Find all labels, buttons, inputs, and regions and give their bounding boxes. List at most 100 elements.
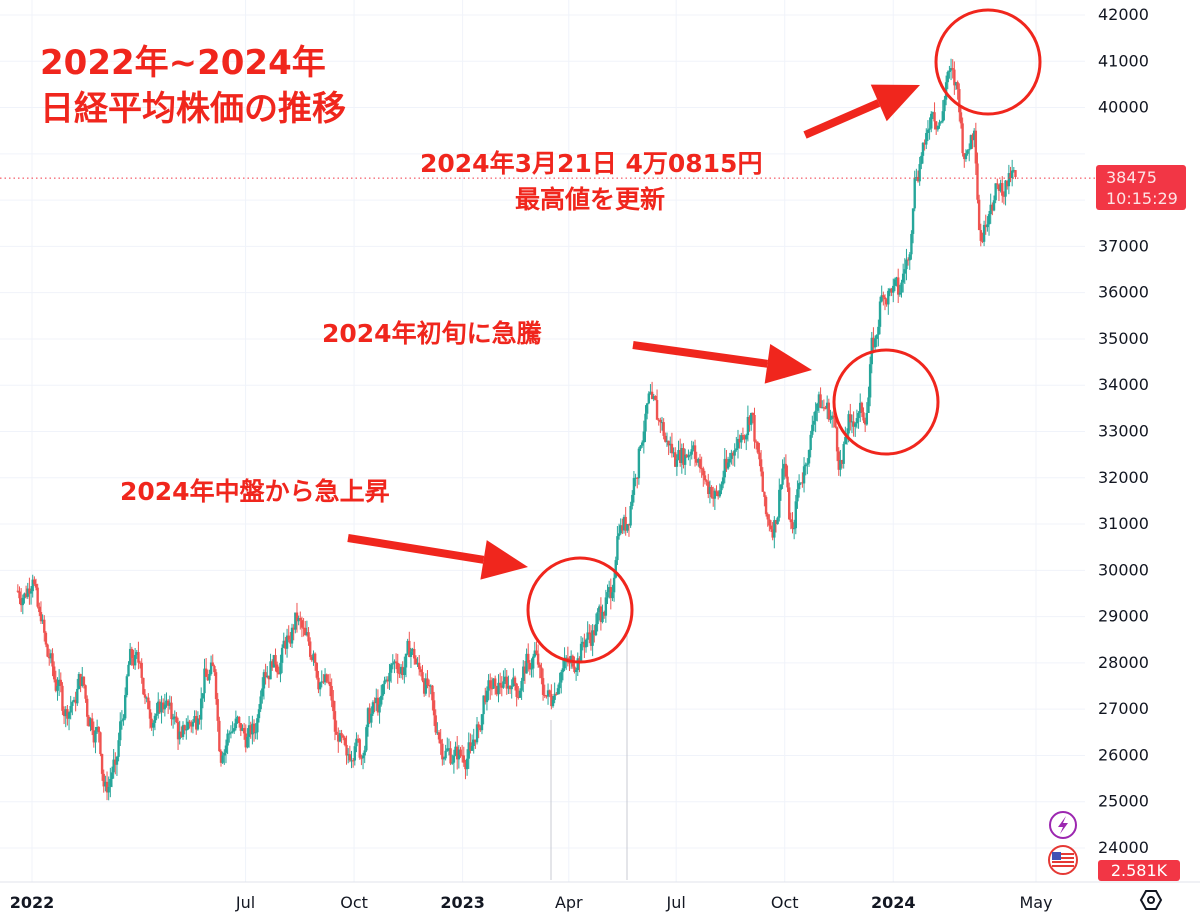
candle [180,726,183,738]
candle-body [493,678,497,687]
candle-body [867,397,870,413]
candle [170,696,173,726]
candle-body [294,612,297,630]
candle [1009,166,1012,183]
candle-body [880,295,883,302]
candle [840,459,844,469]
candle [157,692,160,719]
candle-body [114,759,117,765]
candle [262,669,266,700]
candle [550,684,553,710]
candle-body [190,723,193,727]
candle-body [654,396,657,401]
candle-body [612,577,616,593]
candle [721,470,725,489]
candle-body [241,728,244,731]
candle [479,725,482,732]
candle [105,771,109,801]
candle [54,670,58,693]
candle-body [807,450,811,464]
lightning-icon[interactable] [1049,811,1077,839]
candle-body [761,471,764,492]
candle-body [746,416,750,436]
candle-body [183,725,186,731]
candle-body [171,718,175,720]
candle-body [733,450,736,456]
candle [883,294,887,311]
candle [373,697,376,713]
settings-hexagon-icon[interactable] [1139,890,1163,910]
candle [604,589,608,623]
candle [821,400,824,409]
candle [971,133,974,149]
candle-body [404,653,408,668]
candle-body [997,184,1001,191]
candle-body [79,674,82,686]
candle-body [918,164,921,182]
y-tick-label: 42000 [1098,5,1149,24]
candle-body [863,420,867,425]
candle-body [36,587,39,607]
candle-body [261,688,264,697]
candle [1002,191,1006,205]
candle-body [323,674,327,683]
candle [312,650,315,666]
candle [404,653,408,678]
candle-body [958,89,961,113]
candle [198,714,201,725]
candle-body [854,423,857,427]
candle [806,458,809,475]
candle [102,769,105,793]
candle [19,588,23,612]
candle [419,666,423,677]
candle [393,659,396,674]
candle-body [502,681,505,688]
candle-body [1009,173,1012,179]
candle-body [834,417,837,428]
candle [560,669,563,694]
candle [654,395,657,401]
candle [652,393,655,402]
candle-body [147,697,150,710]
candle-body [921,142,925,156]
candle [137,641,140,670]
candle [867,386,870,413]
candle-body [840,460,844,464]
candle-body [877,326,880,335]
candle [530,658,533,678]
candle [916,170,920,183]
candle-body [19,598,23,606]
candle [893,277,897,292]
candle [939,120,943,124]
candle-body [186,721,190,730]
candle-body [437,732,441,740]
candle-body [399,666,403,674]
candle [586,621,589,647]
candle-body [219,751,223,763]
us-flag-icon[interactable] [1048,845,1078,875]
candle [736,429,740,459]
candle-body [61,685,64,711]
candle-body [541,678,545,695]
candle-body [611,592,614,599]
candle [148,700,152,729]
candle-body [142,677,145,695]
candle-body [901,273,905,283]
candle [518,688,522,698]
candle-body [322,681,325,683]
candle-body [317,677,320,690]
candle [855,409,859,429]
candle-body [794,501,797,529]
candle [59,672,62,693]
candle [632,470,636,503]
hexagon [1139,890,1163,910]
candle-body [157,701,160,714]
candle [318,681,322,697]
candle [128,642,132,666]
candle-body [340,733,343,736]
candle [299,611,302,630]
flag-stripe [1052,853,1074,855]
candle [913,170,916,212]
